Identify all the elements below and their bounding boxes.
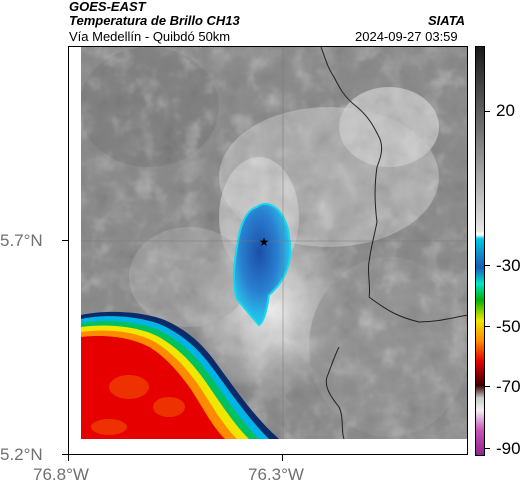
lat-label-5-7: 5.7°N bbox=[0, 231, 43, 250]
colorbar-label-m30: -30 bbox=[496, 256, 521, 275]
brightness-temperature-map[interactable]: ★ bbox=[68, 46, 468, 455]
lat-tick-5-2 bbox=[62, 454, 68, 455]
colorbar-label-20: 20 bbox=[496, 101, 515, 120]
lat-label-5-2: 5.2°N bbox=[0, 445, 43, 464]
lon-label-76-3: 76.3°W bbox=[248, 465, 304, 484]
route-subtitle: Vía Medellín - Quibdó 50km bbox=[69, 29, 231, 44]
satellite-title: GOES-EAST bbox=[69, 0, 146, 14]
lon-label-76-8: 76.8°W bbox=[33, 465, 89, 484]
colorbar-tick-m70 bbox=[485, 386, 490, 387]
agency-label: SIATA bbox=[428, 13, 466, 28]
timestamp-label: 2024-09-27 03:59 bbox=[355, 29, 458, 44]
colorbar-tick-m50 bbox=[485, 326, 490, 327]
colorbar-tick-m30 bbox=[485, 265, 490, 266]
product-title: Temperatura de Brillo CH13 bbox=[69, 13, 240, 28]
lat-tick-5-7 bbox=[62, 240, 68, 241]
lon-tick-76-3 bbox=[282, 455, 283, 461]
colorbar-label-m70: -70 bbox=[496, 377, 521, 396]
colorbar-label-m90: -90 bbox=[496, 439, 521, 458]
cold-cloud-cell bbox=[232, 202, 292, 327]
temperature-colorbar bbox=[475, 46, 485, 456]
department-border bbox=[320, 47, 383, 298]
colorbar-tick-20 bbox=[485, 111, 490, 112]
location-marker: ★ bbox=[259, 235, 270, 249]
lon-tick-76-8 bbox=[68, 455, 69, 461]
map-canvas: ★ bbox=[69, 47, 467, 454]
colorbar-tick-m90 bbox=[485, 448, 490, 449]
colorbar-label-m50: -50 bbox=[496, 317, 521, 336]
